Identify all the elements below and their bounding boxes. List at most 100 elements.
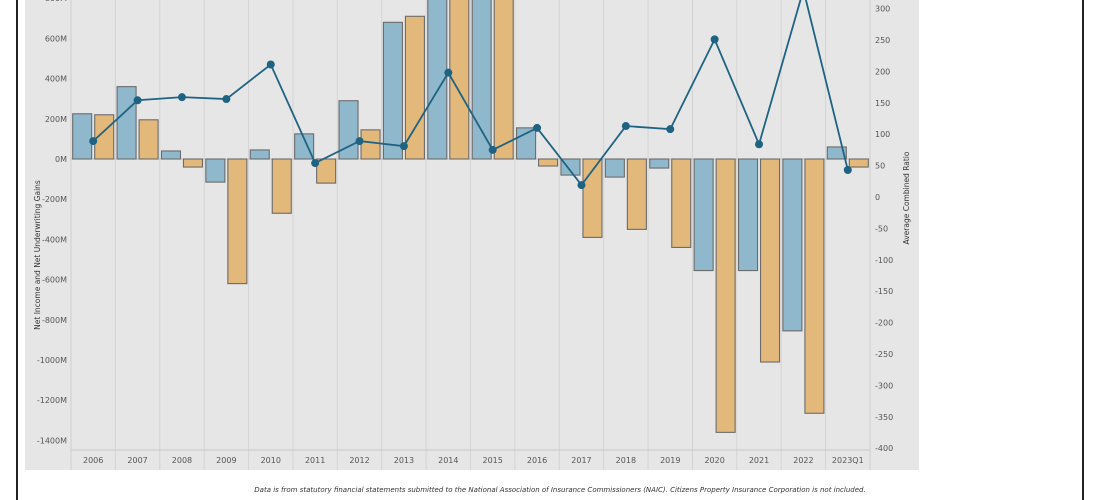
bar-underwriting-gains-2012 [360, 129, 381, 160]
x-tick-label: 2015 [483, 456, 503, 465]
left-tick-label: 800M [45, 0, 67, 3]
x-tick-label: 2007 [127, 456, 147, 465]
x-tick-label: 2016 [527, 456, 547, 465]
left-tick-label: -600M [42, 276, 67, 285]
right-tick-label: 200 [875, 67, 890, 76]
right-tick-label: -150 [875, 287, 893, 296]
combined-ratio-point-2023Q1 [843, 165, 852, 174]
bar-underwriting-gains-2021 [759, 158, 781, 363]
x-tick-label: 2020 [704, 456, 724, 465]
x-tick-label: 2021 [749, 456, 769, 465]
left-tick-label: 200M [45, 115, 67, 124]
bar-net-income-2011 [294, 133, 315, 160]
right-tick-label: -300 [875, 381, 893, 390]
combined-ratio-point-2007 [133, 96, 142, 105]
left-tick-label: -800M [42, 316, 67, 325]
combined-ratio-point-2015 [488, 145, 497, 154]
bar-net-income-2008 [160, 150, 182, 160]
y-axis-right-title: Average Combined Ratio [902, 151, 911, 244]
bar-underwriting-gains-2015 [493, 0, 514, 160]
combined-ratio-point-2016 [533, 123, 542, 132]
left-tick-label: 400M [45, 75, 67, 84]
combined-ratio-polyline [92, 0, 849, 187]
bar-underwriting-gains-2011 [316, 158, 337, 184]
right-tick-label: 50 [875, 162, 885, 171]
x-tick-label: 2012 [349, 456, 369, 465]
bar-underwriting-gains-2018 [626, 158, 647, 230]
left-axis-ticks: 800M 600M 400M 200M 0M -200M -400M -600M -800M -1… [37, 0, 67, 445]
bar-net-income-2019 [649, 158, 670, 169]
right-tick-label: -350 [875, 413, 893, 422]
x-tick-label: 2009 [216, 456, 236, 465]
bar-net-income-2020 [693, 158, 714, 272]
right-tick-label: -200 [875, 319, 893, 328]
x-tick-label: 2014 [438, 456, 458, 465]
combined-ratio-point-2009 [222, 95, 231, 104]
bar-underwriting-gains-2017 [582, 158, 603, 238]
bar-net-income-2015 [471, 0, 492, 160]
bar-underwriting-gains-2022 [804, 158, 825, 414]
right-axis-ticks: 300 250 200 150 100 50 0 -50 -100 -150 -200 -250 -30… [875, 5, 893, 454]
bar-underwriting-gains-2009 [227, 158, 248, 285]
left-tick-label: 0M [55, 155, 67, 164]
x-axis-ticks: 2006 2007 2008 2009 2010 2011 2012 2013 2014 2015… [83, 456, 864, 465]
y-axis-title: Net Income and Net Underwriting Gains [33, 180, 42, 330]
bar-net-income-2022 [782, 158, 803, 332]
bar-net-income-2006 [72, 113, 93, 160]
footer-note: Data is from statutory financial stateme… [254, 486, 866, 494]
bar-net-income-2017 [560, 158, 581, 176]
combined-ratio-line [89, 0, 852, 190]
combined-ratio-point-2014 [444, 68, 453, 77]
bar-underwriting-gains-2016 [538, 158, 559, 167]
combined-ratio-point-2021 [755, 140, 764, 149]
combined-ratio-point-2013 [399, 142, 408, 151]
left-tick-label: -1000M [37, 356, 67, 365]
bar-net-income-2010 [249, 149, 270, 160]
left-tick-label: -400M [42, 235, 67, 244]
bar-underwriting-gains-2010 [271, 158, 292, 214]
frame-border-left [16, 0, 18, 500]
bar-net-income-2013 [382, 21, 403, 160]
combined-ratio-point-2012 [355, 137, 364, 146]
bar-net-income-2009 [205, 158, 226, 183]
x-tick-label: 2022 [793, 456, 813, 465]
x-tick-label: 2023Q1 [832, 456, 864, 465]
bar-net-income-2007 [116, 86, 137, 160]
bar-underwriting-gains-2020 [715, 158, 736, 433]
combined-ratio-point-2020 [710, 35, 719, 44]
x-tick-label: 2017 [571, 456, 591, 465]
bar-underwriting-gains-2013 [404, 15, 425, 160]
right-tick-label: -50 [875, 224, 888, 233]
frame-border-right [1082, 0, 1084, 500]
x-tick-label: 2018 [616, 456, 636, 465]
right-tick-label: -250 [875, 350, 893, 359]
bar-underwriting-gains-2007 [138, 119, 159, 160]
combined-ratio-point-2006 [89, 137, 98, 146]
bar-underwriting-gains-2023Q1 [848, 158, 869, 168]
bar-net-income-2023Q1 [826, 146, 847, 160]
right-tick-label: 250 [875, 36, 890, 45]
right-tick-label: 100 [875, 130, 890, 139]
right-tick-label: 0 [875, 193, 880, 202]
combined-ratio-point-2010 [266, 60, 275, 69]
bar-underwriting-gains-2008 [182, 158, 204, 168]
x-tick-label: 2013 [394, 456, 414, 465]
x-tick-label: 2019 [660, 456, 680, 465]
right-tick-label: -100 [875, 256, 893, 265]
gridlines [70, 0, 871, 470]
x-tick-label: 2010 [261, 456, 281, 465]
bar-net-income-2018 [604, 158, 625, 178]
combined-ratio-point-2011 [311, 159, 320, 168]
right-tick-label: 300 [875, 5, 890, 14]
combined-ratio-point-2008 [177, 93, 186, 102]
left-tick-label: -1400M [37, 436, 67, 445]
x-tick-label: 2008 [172, 456, 192, 465]
bar-net-income-2021 [737, 158, 759, 272]
combined-ratio-point-2019 [666, 125, 675, 134]
combined-ratio-point-2017 [577, 181, 586, 190]
right-tick-label: 150 [875, 99, 890, 108]
left-tick-label: -200M [42, 195, 67, 204]
x-tick-label: 2006 [83, 456, 103, 465]
left-tick-label: 600M [45, 34, 67, 43]
